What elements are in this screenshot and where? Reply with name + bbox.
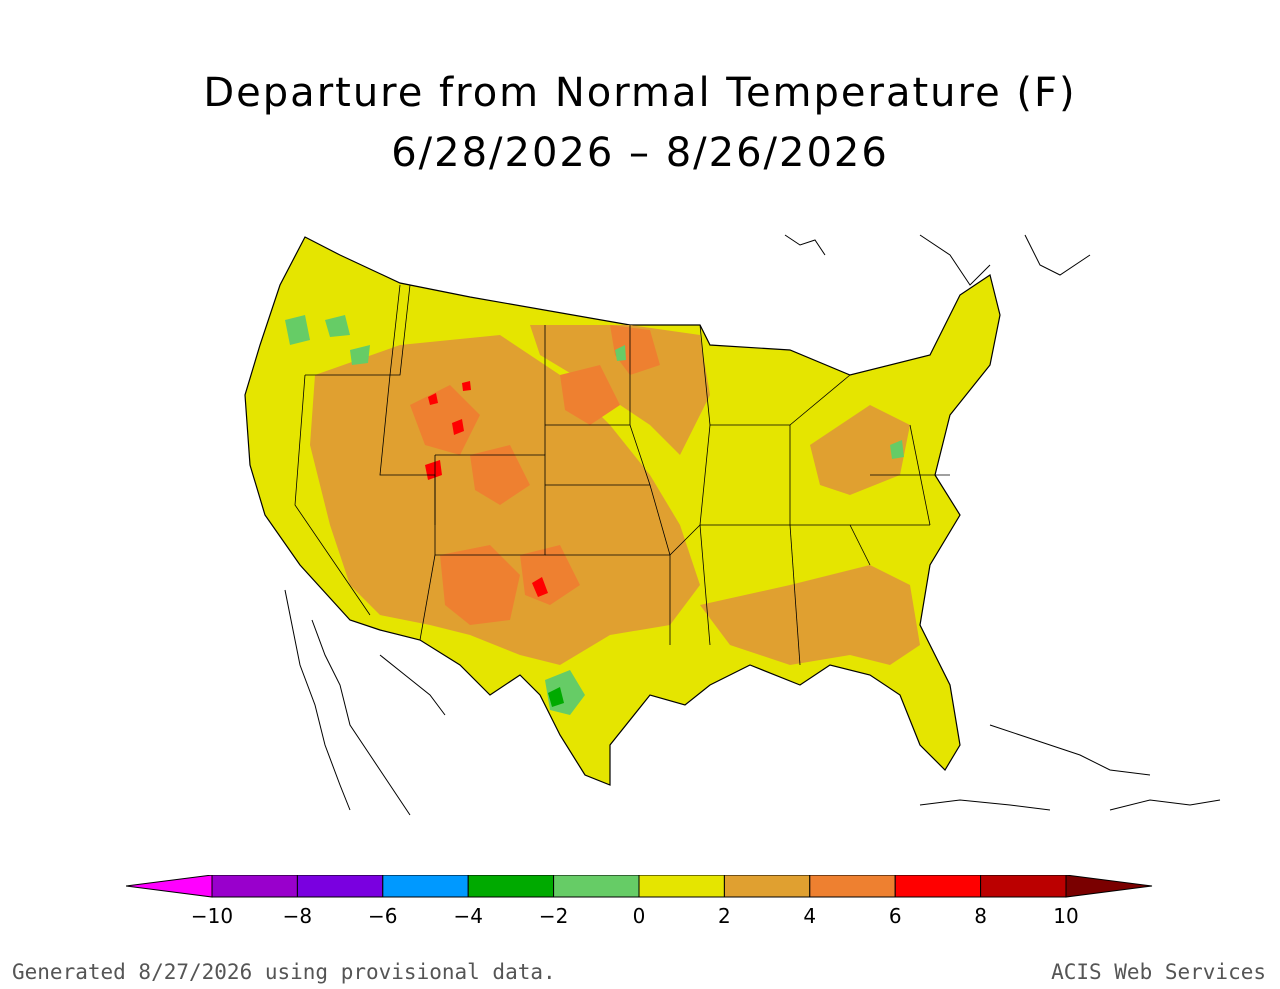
legend-tick-label: −10	[191, 904, 233, 928]
legend-color-box	[809, 875, 896, 898]
temperature-departure-map	[244, 234, 1221, 816]
legend-color-box	[980, 875, 1067, 898]
footer-generated-note: Generated 8/27/2026 using provisional da…	[12, 960, 556, 984]
cool-spots	[285, 315, 904, 715]
legend-color-box	[638, 875, 725, 898]
map-title: Departure from Normal Temperature (F)	[203, 70, 1077, 116]
warm-region-northeast	[810, 405, 910, 495]
color-legend: −10 −8 −6 −4 −2 0 2 4 6 8 10	[126, 875, 1153, 928]
legend-tick-label: 10	[1053, 904, 1078, 928]
legend-tick-label: −4	[453, 904, 482, 928]
warm-region-southeast	[700, 565, 920, 665]
legend-tick-labels: −10 −8 −6 −4 −2 0 2 4 6 8 10	[191, 904, 1079, 928]
legend-tick-label: 2	[718, 904, 731, 928]
legend-tick-label: −2	[539, 904, 568, 928]
legend-color-box	[467, 875, 555, 898]
state-boundaries	[294, 284, 950, 666]
legend-color-box	[296, 875, 384, 898]
legend-tick-label: 6	[889, 904, 902, 928]
legend-tick-label: 8	[974, 904, 987, 928]
neighbor-coastlines	[284, 234, 1221, 816]
warm-region-plains	[530, 325, 710, 455]
legend-arrow-high	[1065, 875, 1153, 898]
legend-arrow-low	[126, 875, 213, 898]
legend-color-box	[211, 875, 298, 898]
cold-spots	[548, 687, 564, 707]
legend-color-box	[553, 875, 640, 898]
map-date-range: 6/28/2026 – 8/26/2026	[391, 130, 889, 176]
legend-tick-label: 4	[803, 904, 816, 928]
legend-color-box	[382, 875, 469, 898]
very-hot-spots	[425, 381, 548, 597]
legend-color-boxes	[211, 875, 1067, 898]
legend-tick-label: 0	[633, 904, 646, 928]
legend-color-box	[894, 875, 982, 898]
legend-color-box	[723, 875, 811, 898]
legend-tick-label: −6	[368, 904, 397, 928]
footer-credit: ACIS Web Services	[1051, 960, 1266, 984]
legend-tick-label: −8	[283, 904, 312, 928]
